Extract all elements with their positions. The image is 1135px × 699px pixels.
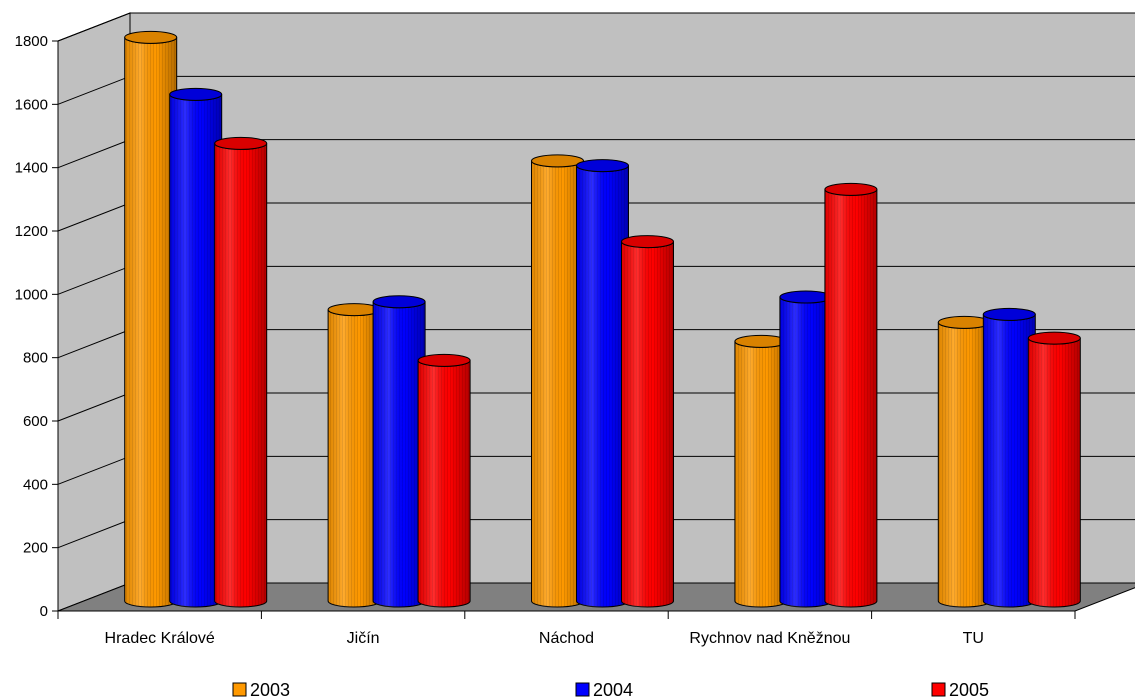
bar-shading xyxy=(938,322,991,607)
bar-top-shade xyxy=(328,303,381,316)
bar-top xyxy=(372,295,426,309)
bar-top-shade xyxy=(576,159,629,172)
bar-top xyxy=(214,136,268,150)
x-category-label: Náchod xyxy=(539,630,594,647)
legend-label: 2004 xyxy=(593,680,633,699)
y-tick-label: 800 xyxy=(23,350,48,367)
bar-shading xyxy=(169,94,222,608)
bar-top-shade xyxy=(621,235,674,248)
bar-2005 xyxy=(214,136,268,608)
bar-shading xyxy=(779,297,832,607)
bar-top xyxy=(824,182,878,196)
bar-top-shade xyxy=(531,154,584,167)
bar-top xyxy=(576,159,629,173)
bar-shading xyxy=(1028,338,1081,607)
y-tick-label: 1400 xyxy=(15,160,48,177)
bar-shading xyxy=(734,341,787,607)
bar-2003 xyxy=(327,303,381,608)
bar-top xyxy=(531,154,584,168)
bar-shading xyxy=(576,165,629,608)
bar-2005 xyxy=(1027,331,1081,608)
bar-top-shade xyxy=(779,291,832,303)
bar-shading xyxy=(824,189,877,608)
y-tick-label: 1600 xyxy=(15,96,48,113)
bar-top xyxy=(169,87,223,101)
bar-2005 xyxy=(417,353,471,608)
bar-top-shade xyxy=(214,137,267,150)
bar-shading xyxy=(214,143,267,607)
side-wall xyxy=(57,12,131,612)
y-tick-label: 1200 xyxy=(15,223,48,240)
y-tick-label: 400 xyxy=(23,476,48,493)
bar-2003 xyxy=(734,334,788,608)
bar-top xyxy=(621,235,674,249)
bar-2003 xyxy=(124,30,178,608)
y-tick-label: 600 xyxy=(23,413,48,430)
bar-top-shade xyxy=(418,354,471,367)
bar-shading xyxy=(124,37,177,608)
gridline xyxy=(57,12,1135,42)
bar-top xyxy=(1027,331,1081,345)
bar-shading xyxy=(983,314,1036,607)
bar-top-shade xyxy=(1028,332,1081,345)
x-category-label: Jičín xyxy=(347,630,380,647)
x-category-label: Hradec Králové xyxy=(105,630,215,647)
bar-2005 xyxy=(621,235,674,608)
bar-2005 xyxy=(824,182,878,608)
legend-label: 2005 xyxy=(949,680,989,699)
y-tick-label: 1000 xyxy=(15,286,48,303)
bar-top-shade xyxy=(734,335,787,348)
bar-top-shade xyxy=(373,295,426,308)
x-category-label: TU xyxy=(963,630,984,647)
bar-top-shade xyxy=(983,308,1036,321)
legend-label: 2003 xyxy=(250,680,290,699)
bar-top xyxy=(124,30,178,44)
y-tick-label: 0 xyxy=(40,603,48,620)
y-tick-label: 1800 xyxy=(15,33,48,50)
bar-top-shade xyxy=(124,31,177,44)
bar-top-shade xyxy=(169,88,222,101)
y-tick-label: 200 xyxy=(23,540,48,557)
bar-2003 xyxy=(937,315,991,608)
bar-2003 xyxy=(531,154,584,608)
bar-2004 xyxy=(779,290,833,608)
bar-shading xyxy=(328,309,381,607)
bar-2004 xyxy=(576,159,629,608)
bar-shading xyxy=(621,241,674,608)
bar-top xyxy=(417,353,471,367)
bar-2004 xyxy=(372,295,426,608)
bar-top xyxy=(982,307,1036,321)
legend-swatch-2004 xyxy=(575,682,590,697)
bar-shading xyxy=(531,160,584,608)
bar-shading xyxy=(373,301,426,607)
bar-2004 xyxy=(169,87,223,608)
legend-swatch-2003 xyxy=(232,682,247,697)
legend-swatch-2005 xyxy=(931,682,946,697)
bar-shading xyxy=(418,360,471,607)
bar-top-shade xyxy=(824,183,877,196)
x-category-label: Rychnov nad Kněžnou xyxy=(689,630,850,647)
bar-top-shade xyxy=(938,316,991,329)
bar-2004 xyxy=(982,307,1036,608)
